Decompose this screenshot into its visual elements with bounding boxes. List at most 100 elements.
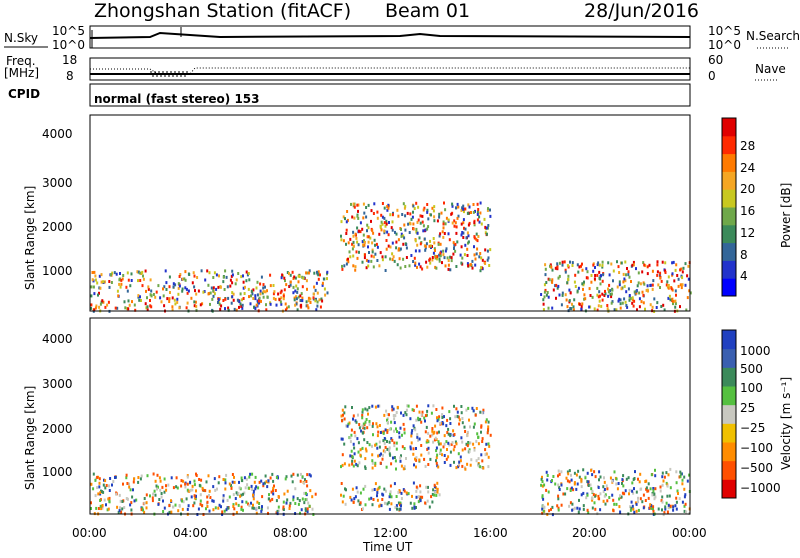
data-cell <box>301 285 304 289</box>
data-cell <box>398 489 401 493</box>
data-cell <box>224 269 227 273</box>
data-cell <box>238 486 241 490</box>
data-cell <box>151 496 154 500</box>
data-cell <box>205 507 207 511</box>
data-cell <box>458 418 461 422</box>
data-cell <box>431 429 434 433</box>
data-cell <box>367 412 369 416</box>
data-cell <box>481 440 484 443</box>
data-cell <box>313 271 316 275</box>
data-cell <box>349 495 352 499</box>
power-yaxis: 4000 3000 2000 1000 Slant Range [km] <box>23 127 73 290</box>
data-cell <box>115 492 118 496</box>
data-cell <box>356 240 359 244</box>
data-cell <box>612 269 615 273</box>
data-cell <box>633 487 635 491</box>
data-cell <box>601 264 604 267</box>
data-cell <box>467 234 470 238</box>
data-cell <box>449 255 452 259</box>
data-cell <box>598 270 601 274</box>
station-title: Zhongshan Station (fitACF) <box>94 0 351 22</box>
data-cell <box>471 259 474 263</box>
data-cell <box>466 434 469 438</box>
data-cell <box>582 491 585 495</box>
data-cell <box>383 216 386 220</box>
data-cell <box>162 294 165 298</box>
data-cell <box>453 247 455 250</box>
data-cell <box>661 508 663 512</box>
data-cell <box>616 285 619 289</box>
data-cell <box>345 424 348 428</box>
data-cell <box>459 253 462 257</box>
data-cell <box>582 468 585 472</box>
data-cell <box>568 480 571 484</box>
data-cell <box>391 252 394 256</box>
data-cell <box>462 221 465 225</box>
data-cell <box>190 495 193 499</box>
data-cell <box>135 498 138 502</box>
data-cell <box>283 276 286 280</box>
data-cell <box>218 274 220 278</box>
data-cell <box>433 205 436 209</box>
data-cell <box>251 292 254 296</box>
svg-text:08:00: 08:00 <box>273 526 308 540</box>
data-cell <box>376 488 379 492</box>
data-cell <box>239 302 242 306</box>
data-cell <box>379 431 382 434</box>
data-cell <box>569 307 572 310</box>
data-cell <box>228 495 231 499</box>
data-cell <box>258 480 261 484</box>
data-cell <box>343 442 346 446</box>
data-cell <box>398 257 401 261</box>
data-cell <box>321 299 324 303</box>
data-cell <box>157 502 160 506</box>
data-cell <box>212 499 215 503</box>
data-cell <box>416 433 419 437</box>
data-cell <box>598 497 601 501</box>
data-cell <box>189 488 192 492</box>
data-cell <box>178 504 181 507</box>
data-cell <box>443 201 445 205</box>
data-cell <box>114 306 117 310</box>
data-cell <box>365 215 368 219</box>
data-cell <box>362 243 365 247</box>
data-cell <box>484 248 487 252</box>
data-cell <box>360 429 363 433</box>
data-cell <box>556 262 559 266</box>
data-cell <box>116 289 119 293</box>
data-cell <box>571 508 574 512</box>
data-cell <box>578 507 581 511</box>
data-cell <box>232 503 235 507</box>
data-cell <box>389 490 392 494</box>
data-cell <box>301 275 304 279</box>
data-cell <box>542 302 545 306</box>
data-cell <box>473 245 475 249</box>
data-cell <box>343 264 346 268</box>
data-cell <box>368 251 370 254</box>
data-cell <box>543 505 546 509</box>
data-cell <box>402 467 405 471</box>
data-cell <box>366 223 369 227</box>
data-cell <box>374 443 377 447</box>
data-cell <box>664 271 667 274</box>
data-cell <box>473 422 476 426</box>
data-cell <box>659 276 662 280</box>
data-cell <box>388 452 391 456</box>
data-cell <box>448 238 451 242</box>
data-cell <box>438 259 441 263</box>
data-cell <box>306 484 309 488</box>
data-cell <box>477 442 480 446</box>
data-cell <box>460 436 463 440</box>
data-cell <box>352 234 355 238</box>
data-cell <box>438 253 441 257</box>
data-cell <box>408 231 411 234</box>
data-cell <box>568 288 571 292</box>
data-cell <box>362 216 365 220</box>
data-cell <box>254 307 257 310</box>
data-cell <box>580 493 583 497</box>
data-cell <box>570 486 573 490</box>
data-cell <box>235 278 238 282</box>
data-cell <box>391 408 394 412</box>
data-cell <box>591 496 594 500</box>
data-cell <box>603 480 606 484</box>
